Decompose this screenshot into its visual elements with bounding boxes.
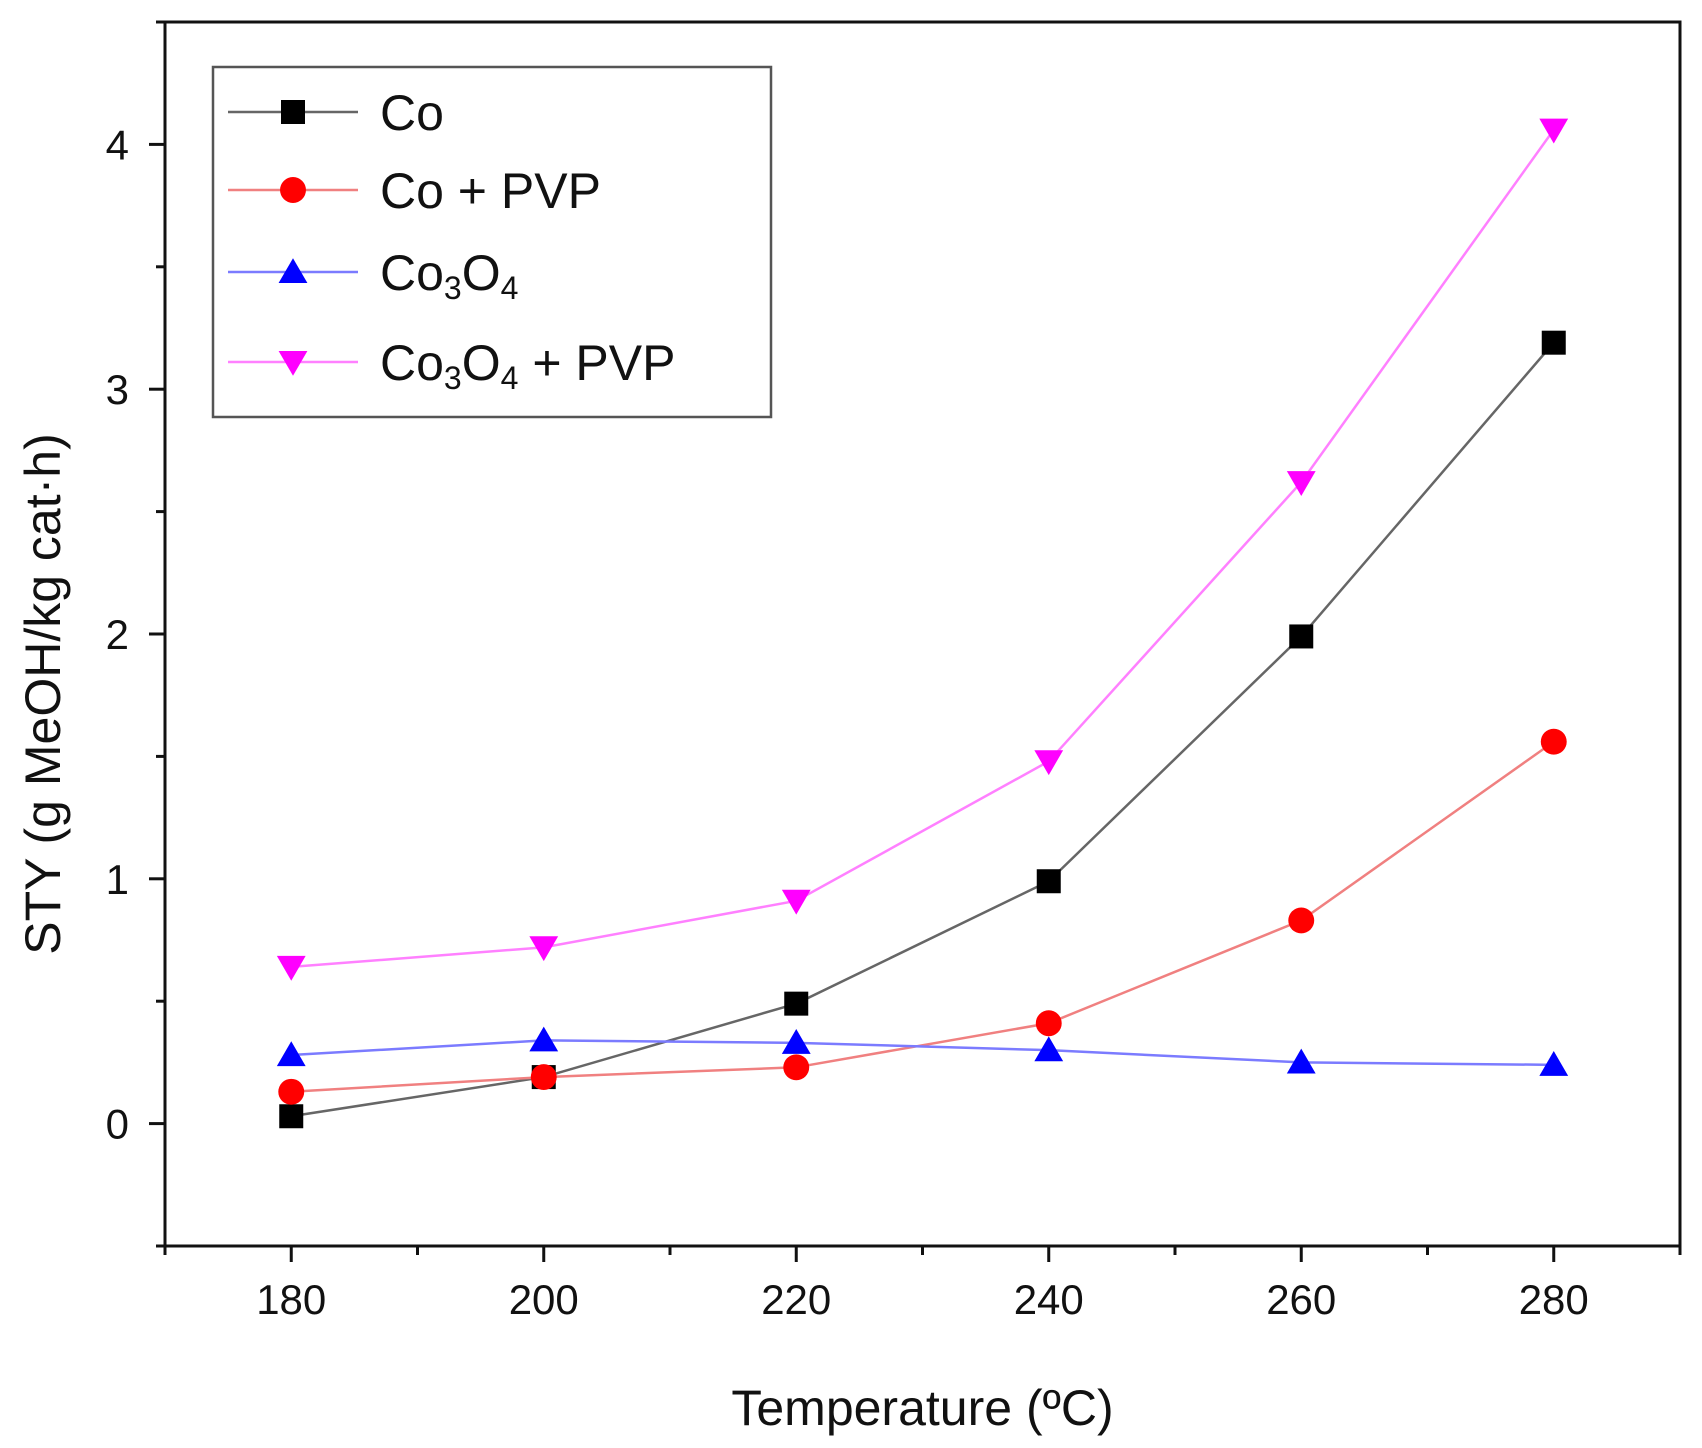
- legend-label-base: Co: [380, 245, 444, 301]
- legend-box: [211, 65, 773, 419]
- data-point-co3o4-pvp: [1286, 471, 1316, 497]
- data-point-co3o4-pvp: [1539, 118, 1569, 144]
- y-tick-label: 3: [106, 366, 129, 413]
- legend-label-base: Co + PVP: [380, 163, 601, 219]
- legend-marker-co3o4-pvp: [278, 350, 308, 376]
- data-point-co-pvp: [1035, 1010, 1062, 1037]
- y-tick-label: 0: [106, 1101, 129, 1148]
- data-point-co3o4-pvp: [529, 936, 559, 962]
- legend-marker-co-pvp: [280, 177, 306, 203]
- y-tick-label: 1: [106, 856, 129, 903]
- legend-label-subscript: 4: [501, 270, 519, 306]
- legend-label-co-pvp: Co + PVP: [380, 163, 601, 219]
- data-point-co-pvp: [530, 1064, 557, 1091]
- legend-label-tail: + PVP: [518, 335, 675, 391]
- data-point-co3o4: [529, 1026, 559, 1052]
- data-point-co: [1289, 624, 1314, 649]
- x-tick-label: 240: [1014, 1276, 1084, 1323]
- x-axis-title: Temperature (ºC): [731, 1380, 1113, 1436]
- legend-label-subscript: 3: [444, 270, 462, 306]
- series-line-co: [291, 341, 1555, 1118]
- data-point-co3o4: [1539, 1051, 1569, 1076]
- x-tick-label: 260: [1266, 1276, 1336, 1323]
- y-axis-title: STY (g MeOH/kg cat·h): [15, 433, 71, 954]
- data-point-co: [784, 991, 809, 1016]
- series-layer: [276, 118, 1569, 1129]
- legend-label-subscript: 3: [444, 360, 462, 396]
- data-point-co3o4-pvp: [276, 955, 306, 981]
- legend-marker-co: [281, 100, 305, 124]
- legend-label-base: Co: [380, 85, 444, 141]
- legend-label-base: Co: [380, 335, 444, 391]
- data-point-co: [1036, 869, 1061, 894]
- data-point-co3o4: [1286, 1048, 1316, 1074]
- data-point-co3o4: [1034, 1036, 1064, 1062]
- axes-layer: 180 200 220 240 260 280 0 1 2 3 4: [106, 20, 1682, 1323]
- legend-label-co: Co: [380, 85, 444, 141]
- y-tick-label: 4: [106, 121, 129, 168]
- data-point-co3o4-pvp: [781, 889, 811, 915]
- data-point-co3o4-pvp: [1034, 750, 1064, 776]
- x-tick-label: 220: [761, 1276, 831, 1323]
- data-point-co3o4: [781, 1029, 811, 1054]
- legend-label-mid: O: [462, 245, 501, 301]
- legend-label-co3o4-pvp: Co3O4 + PVP: [380, 335, 675, 396]
- data-point-co: [1541, 330, 1566, 355]
- data-point-co-pvp: [278, 1078, 305, 1105]
- data-point-co-pvp: [1540, 728, 1567, 755]
- data-point-co3o4: [276, 1041, 306, 1067]
- legend-label-subscript: 4: [501, 360, 519, 396]
- x-tick-label: 200: [509, 1276, 579, 1323]
- y-tick-label: 2: [106, 611, 129, 658]
- data-point-co-pvp: [1288, 907, 1315, 934]
- x-tick-label: 180: [256, 1276, 326, 1323]
- series-line-co3o4-pvp: [291, 128, 1555, 969]
- x-tick-label: 280: [1519, 1276, 1589, 1323]
- data-point-co: [279, 1104, 304, 1129]
- legend-marker-co3o4: [278, 258, 308, 284]
- data-point-co-pvp: [783, 1054, 810, 1081]
- series-line-co3o4: [291, 1039, 1554, 1067]
- legend-label-mid: O: [462, 335, 501, 391]
- legend-label-co3o4: Co3O4: [380, 245, 518, 306]
